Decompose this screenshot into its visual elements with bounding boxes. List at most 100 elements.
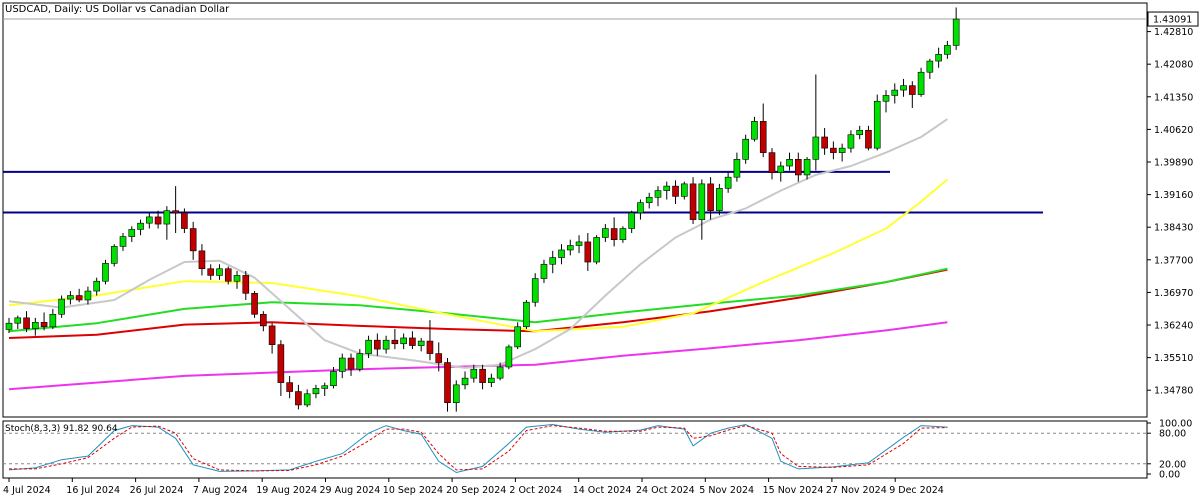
candle-body [400, 337, 407, 345]
candle [14, 315, 22, 330]
candle-body [67, 295, 74, 300]
price-tick-label: 1.34780 [1154, 386, 1193, 397]
candle [119, 233, 127, 251]
candle [917, 67, 925, 97]
candle-body [663, 185, 671, 191]
stoch-main-line [8, 423, 948, 474]
candle-body [146, 216, 153, 224]
candle-body [593, 237, 600, 263]
candle-body [172, 210, 179, 214]
candle [110, 244, 118, 267]
candle-body [216, 268, 223, 276]
candle-body [821, 136, 828, 149]
time-tick-label: 14 Oct 2024 [573, 485, 632, 496]
candle-body [49, 313, 57, 328]
candle [137, 219, 144, 236]
candle [838, 143, 846, 162]
candle-body [251, 292, 258, 315]
candle-body [865, 129, 872, 149]
current-price-label: 1.43091 [1153, 15, 1192, 26]
time-tick-label: 20 Sep 2024 [446, 485, 506, 496]
candle [742, 134, 749, 164]
candle-body [742, 138, 749, 160]
candle-body [347, 357, 355, 370]
candle [268, 323, 276, 354]
candle [663, 181, 671, 200]
price-axis: 1.42810 1.42080 1.41350 1.40620 1.39890 1.391… [1147, 11, 1199, 397]
stoch-tick-label: 100.00 [1159, 419, 1192, 430]
candle [514, 322, 521, 350]
candle-body [374, 339, 381, 350]
candle [733, 152, 741, 182]
candle-body [224, 268, 232, 282]
candle [759, 103, 767, 158]
candle-body [786, 159, 793, 167]
time-tick-label: 5 Nov 2024 [699, 485, 754, 496]
stochastic-label: Stoch(8,3,3) 91.82 90.64 [5, 424, 118, 434]
candle [286, 375, 293, 399]
moving-averages [8, 118, 949, 391]
stoch-tick-label: 20.00 [1159, 459, 1186, 470]
candle [926, 58, 934, 79]
time-axis: 4 Jul 2024 16 Jul 2024 26 Jul 2024 7 Aug 20… [3, 478, 944, 496]
price-tick-label: 1.37700 [1154, 255, 1193, 266]
candle-body [724, 176, 732, 189]
candle [452, 380, 460, 412]
candle-body [873, 100, 881, 149]
candle-body [137, 222, 144, 230]
candle-body [32, 322, 39, 329]
candle-body [128, 229, 136, 237]
candle [242, 270, 250, 300]
candle [602, 224, 609, 242]
candle [716, 183, 723, 216]
price-tick-label: 1.39160 [1154, 190, 1193, 201]
stoch-plot-border [2, 420, 1148, 479]
chart-frame [2, 2, 1148, 479]
candle-body [610, 228, 618, 240]
candle-body [716, 188, 723, 211]
candle-body [654, 190, 662, 198]
candle-body [812, 136, 820, 160]
candle-body [847, 134, 855, 149]
price-tick-label: 1.41350 [1154, 92, 1193, 103]
candle [768, 148, 776, 180]
stoch-tick-label: 0.00 [1159, 470, 1180, 481]
candle-body [514, 326, 521, 348]
ma-yellow-line [8, 178, 949, 333]
candle-body [558, 249, 565, 258]
candle [496, 362, 504, 381]
candle [23, 311, 30, 333]
candle [260, 311, 267, 332]
candle [154, 210, 162, 229]
time-tick-label: 24 Oct 2024 [636, 485, 695, 496]
candle-body [303, 393, 311, 406]
candle-body [295, 391, 302, 406]
candle [233, 270, 241, 289]
candle [198, 244, 206, 276]
time-tick-label: 10 Sep 2024 [383, 485, 443, 496]
candle [812, 74, 820, 171]
ma-red-line [8, 268, 948, 339]
candle [952, 7, 960, 50]
candle-body [93, 280, 100, 292]
candle-body [856, 129, 863, 136]
candle [935, 47, 942, 68]
ma-magenta-line [8, 321, 948, 391]
candle-body [628, 212, 635, 229]
candle [856, 125, 863, 140]
price-tick-label: 1.36240 [1154, 321, 1193, 332]
candle-body [382, 339, 390, 350]
candle-body [952, 18, 960, 46]
candle-body [330, 371, 337, 387]
candle [347, 353, 355, 376]
candle [49, 308, 57, 330]
candle [146, 212, 153, 229]
candle-body [181, 212, 188, 229]
candle-body [777, 165, 785, 174]
candle [637, 199, 644, 220]
candle-body [523, 301, 530, 328]
candle-body [391, 339, 399, 345]
candle-body [277, 344, 285, 383]
candle [295, 384, 302, 410]
current-price-box [1147, 11, 1199, 27]
